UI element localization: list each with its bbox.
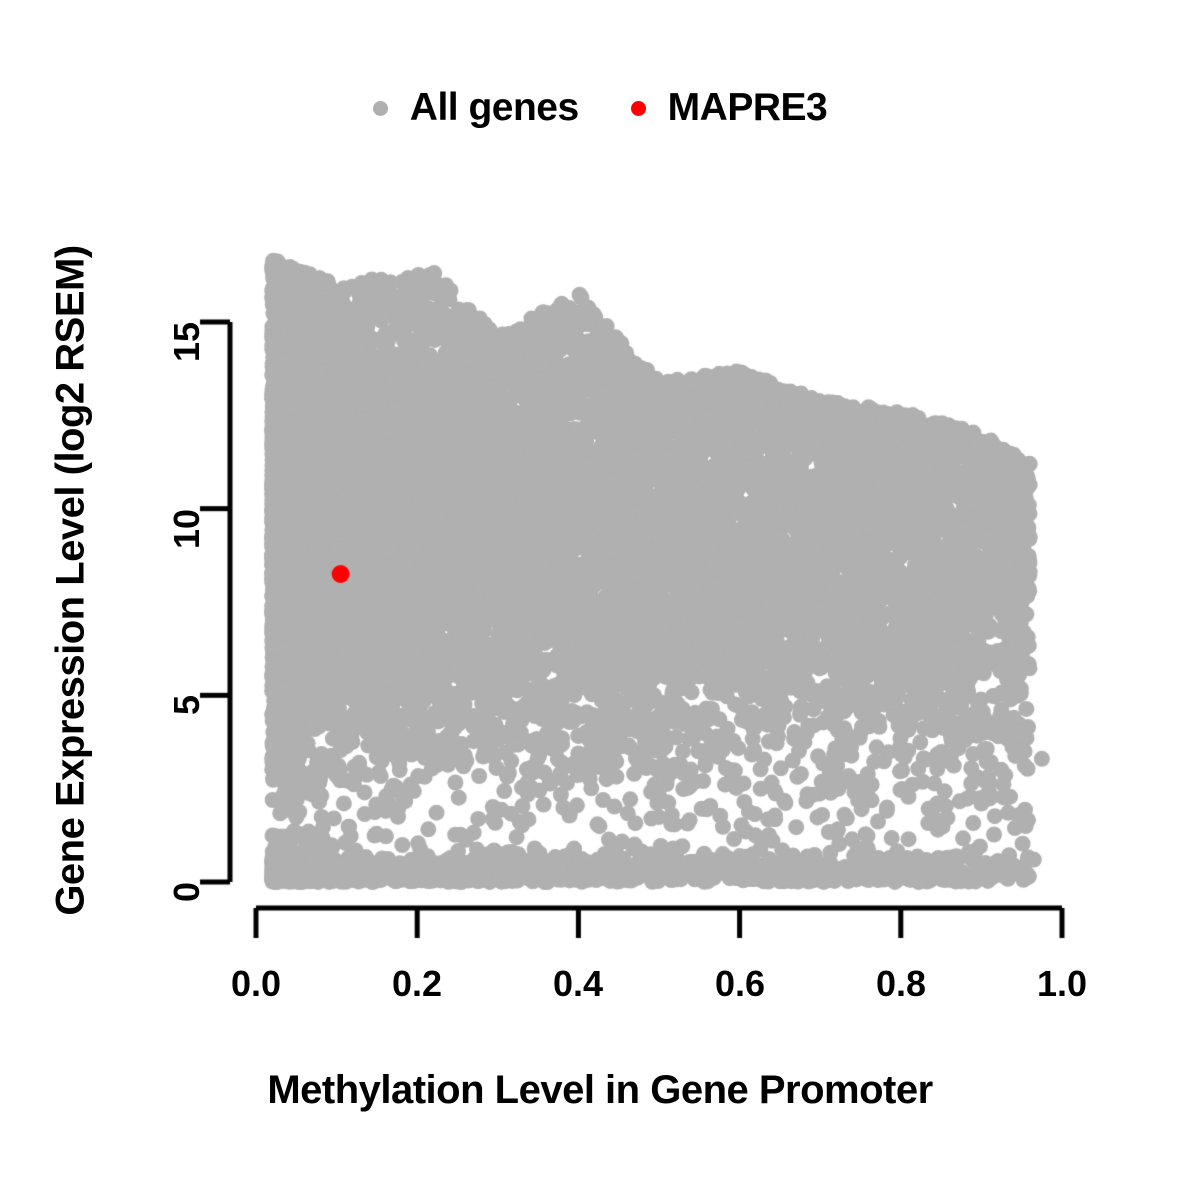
y-tick-label-0: 0 [166, 882, 207, 903]
x-axis-title: Methylation Level in Gene Promoter [267, 1068, 933, 1112]
x-tick-label-3: 0.6 [714, 963, 766, 1004]
x-tick-label-2: 0.4 [552, 963, 604, 1004]
y-tick-label-2: 10 [166, 509, 207, 550]
x-tick-label-1: 0.2 [391, 963, 443, 1004]
x-tick-label-0: 0.0 [230, 963, 282, 1004]
x-tick-label-5: 1.0 [1036, 963, 1088, 1004]
x-tick-label-4: 0.8 [875, 963, 927, 1004]
y-tick-label-1: 5 [166, 695, 207, 716]
y-axis-title: Gene Expression Level (log2 RSEM) [48, 245, 93, 916]
y-tick-label-3: 15 [166, 322, 207, 363]
